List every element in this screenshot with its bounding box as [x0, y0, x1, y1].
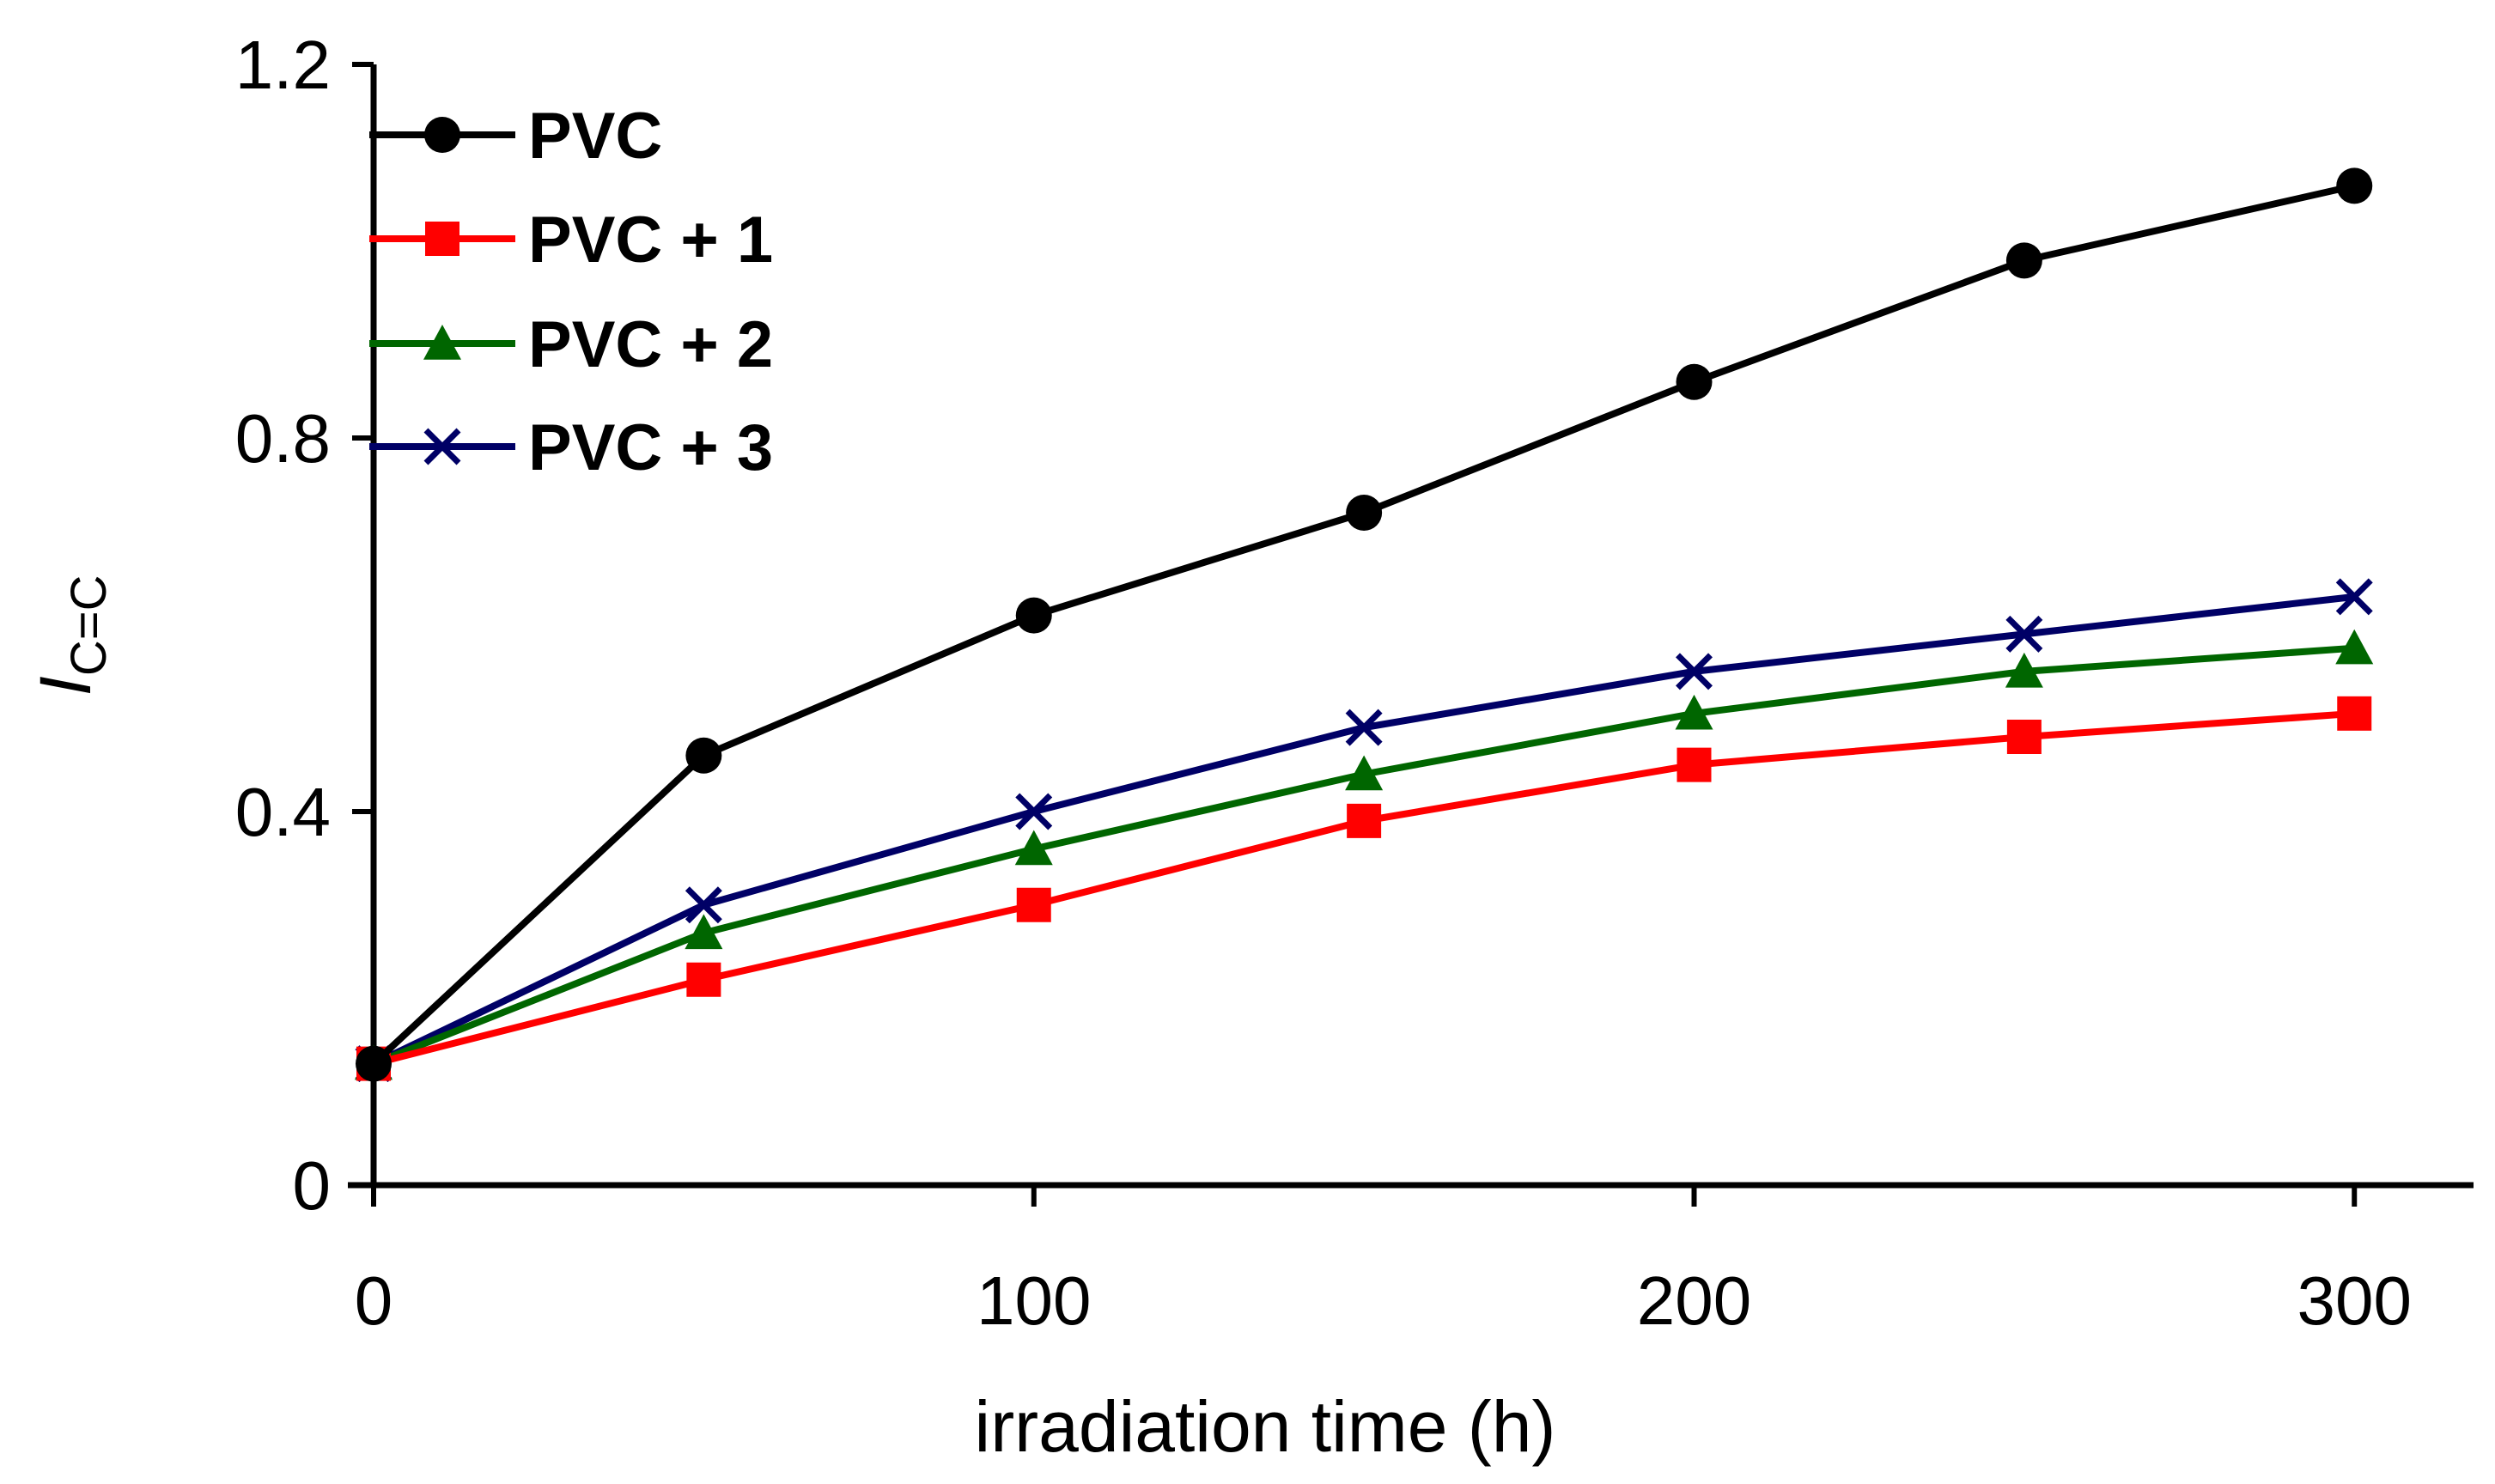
- y-axis-title: IC=C: [25, 575, 117, 696]
- series-pvc-1-point: [1347, 803, 1382, 838]
- series-pvc-point: [356, 1045, 392, 1082]
- series-pvc-1-point: [1016, 887, 1051, 922]
- legend-label: PVC + 3: [528, 411, 773, 484]
- series-pvc: [356, 167, 2373, 1082]
- y-ticks: 0 0.4 0.8 1.2: [235, 27, 374, 1224]
- series-pvc-2-point: [1675, 694, 1713, 730]
- series-pvc-3-point: [1015, 793, 1053, 830]
- legend-item-pvc-3: PVC + 3: [369, 411, 773, 484]
- legend-label: PVC: [528, 100, 662, 173]
- series-pvc-3-point: [2335, 578, 2373, 616]
- legend: PVC PVC + 1 PVC + 2 PVC + 3: [369, 100, 773, 484]
- y-tick-label: 0.4: [235, 774, 331, 850]
- x-tick-label: 300: [2297, 1262, 2412, 1339]
- series-pvc-2: [355, 629, 2374, 1080]
- series-pvc-2-line: [372, 644, 2355, 1067]
- series-pvc-3-point: [685, 886, 722, 924]
- y-axis-title-subscript: C=C: [61, 575, 117, 677]
- series-pvc-2-point: [2335, 629, 2374, 665]
- series-pvc-point: [2336, 167, 2373, 204]
- series-pvc-2-point: [1014, 830, 1053, 866]
- legend-label: PVC + 2: [528, 308, 773, 381]
- series-pvc-2-point: [685, 914, 723, 950]
- series-pvc-1-point: [686, 962, 721, 997]
- series-pvc-point: [1346, 495, 1383, 531]
- y-axis-title-main: I: [25, 676, 106, 696]
- x-tick-label: 100: [977, 1262, 1091, 1339]
- series-pvc-1-point: [2337, 696, 2372, 731]
- x-tick-label: 200: [1637, 1262, 1751, 1339]
- series-pvc-3-point: [1676, 653, 1713, 690]
- series-pvc-2-point: [1345, 755, 1384, 791]
- legend-marker: [423, 325, 461, 360]
- x-tick-label: 0: [355, 1262, 393, 1339]
- series-pvc-point: [1676, 363, 1713, 400]
- legend-marker: [425, 222, 459, 256]
- y-tick-label: 0.8: [235, 400, 331, 477]
- series-pvc-1-point: [2006, 720, 2042, 754]
- y-tick-label: 0: [293, 1147, 332, 1224]
- axes: [348, 64, 2474, 1189]
- legend-marker: [423, 428, 461, 465]
- series-pvc-point: [2005, 242, 2042, 279]
- legend-item-pvc-1: PVC + 1: [369, 204, 773, 277]
- series-pvc-2-point: [2005, 652, 2043, 688]
- series-pvc-3-point: [1345, 709, 1383, 746]
- legend-item-pvc: PVC: [369, 100, 662, 173]
- x-ticks: 0 100 200 300: [355, 1185, 2412, 1339]
- series-pvc-1-point: [1677, 747, 1712, 782]
- series-pvc-point: [1015, 597, 1052, 634]
- series-pvc-point: [685, 737, 722, 774]
- legend-marker: [424, 117, 460, 153]
- y-tick-label: 1.2: [235, 27, 331, 103]
- series-pvc-3-point: [2005, 615, 2043, 653]
- x-axis-title: irradiation time (h): [975, 1386, 1556, 1467]
- legend-item-pvc-2: PVC + 2: [369, 308, 773, 381]
- legend-label: PVC + 1: [528, 204, 773, 277]
- series-layer: [355, 167, 2374, 1083]
- series-pvc-1: [356, 696, 2372, 1081]
